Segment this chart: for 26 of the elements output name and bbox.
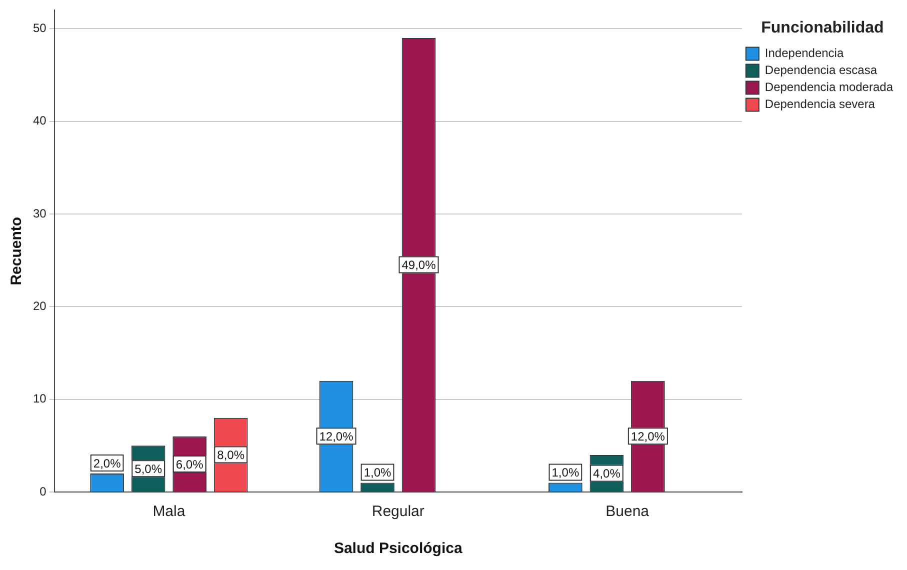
y-tick-label: 0 xyxy=(40,484,47,498)
legend-label: Independencia xyxy=(764,46,844,60)
y-tick-label: 20 xyxy=(32,299,47,314)
y-tick-label: 10 xyxy=(32,392,47,406)
data-label: 1,0% xyxy=(364,466,392,480)
data-label: 1,0% xyxy=(552,466,580,480)
x-tick-label: Mala xyxy=(152,503,186,520)
y-tick-label: 50 xyxy=(32,21,47,36)
legend-label: Dependencia severa xyxy=(764,97,876,112)
data-label: 49,0% xyxy=(402,258,436,272)
x-axis-title: Salud Psicológica xyxy=(334,540,463,558)
data-label: 12,0% xyxy=(319,429,354,444)
y-tick-label: 40 xyxy=(32,114,47,128)
y-tick-label: 30 xyxy=(32,206,47,220)
data-label: 6,0% xyxy=(176,457,204,472)
data-label: 12,0% xyxy=(630,429,666,444)
x-tick-label: Buena xyxy=(606,503,650,520)
legend-label: Dependencia moderada xyxy=(764,80,894,94)
data-label: 4,0% xyxy=(593,466,621,481)
data-label: 5,0% xyxy=(134,462,162,476)
data-label: 8,0% xyxy=(217,448,245,462)
legend-label: Dependencia escasa xyxy=(764,63,878,78)
x-tick-label: Regular xyxy=(372,503,424,520)
legend-title: Funcionabilidad xyxy=(761,19,884,36)
y-axis-title: Recuento xyxy=(8,216,26,286)
data-label: 2,0% xyxy=(93,456,122,470)
